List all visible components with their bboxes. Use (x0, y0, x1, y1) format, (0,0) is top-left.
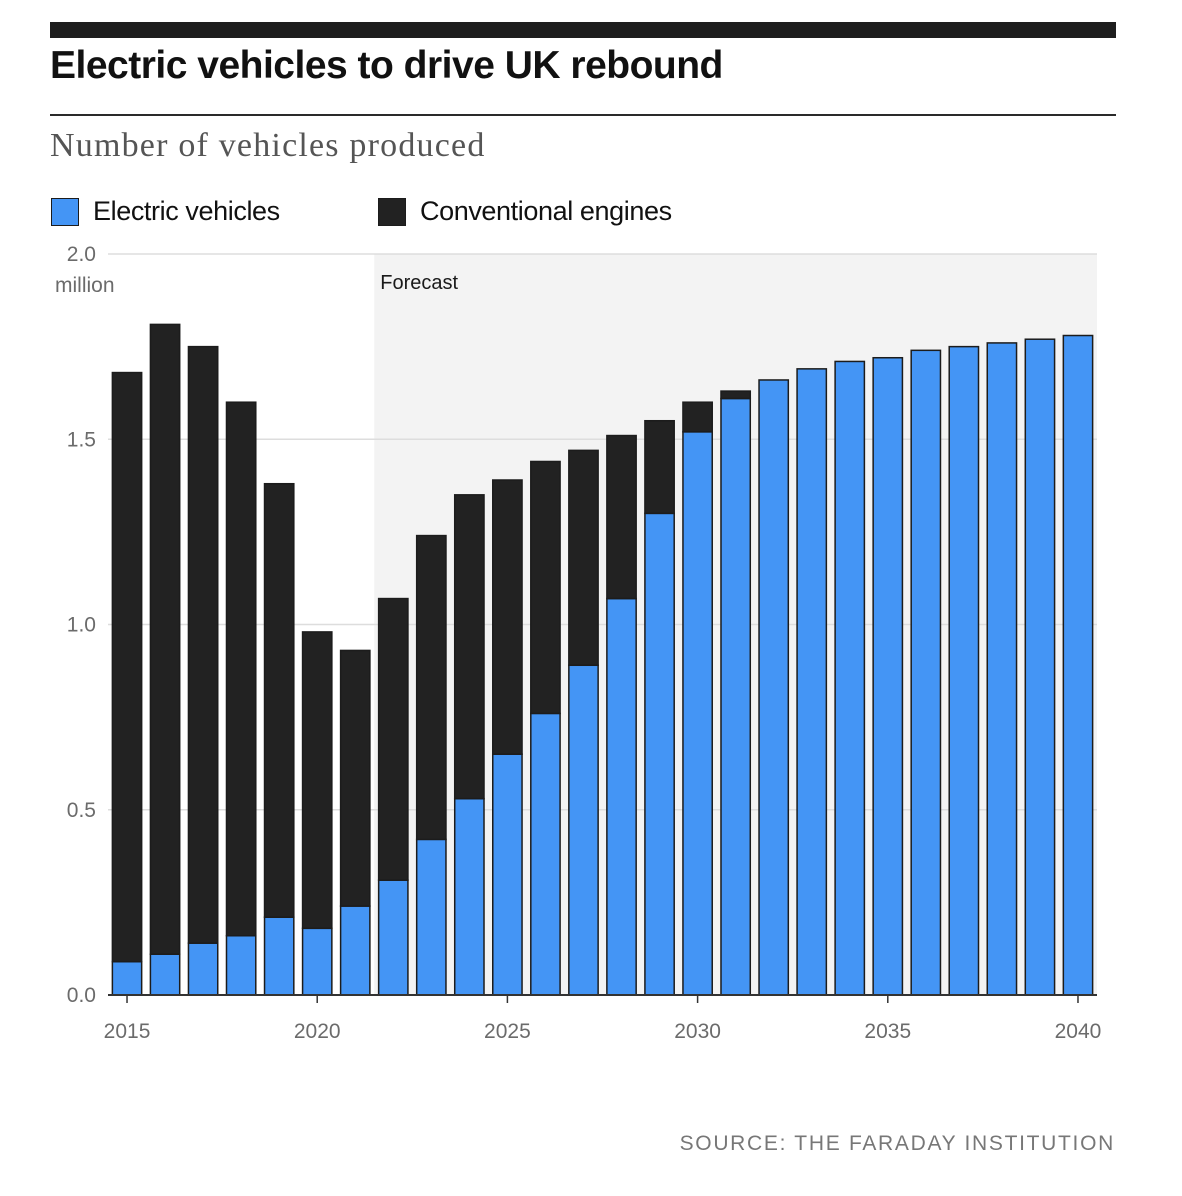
x-tick-label: 2035 (864, 1020, 911, 1043)
bar-electric-2020 (301, 927, 333, 996)
bar-electric-2034 (834, 360, 866, 996)
y-tick-label: 1.0 (67, 614, 96, 637)
y-tick-label: 0.5 (67, 799, 96, 822)
bar-conventional-2028 (606, 434, 637, 600)
bar-electric-2037 (948, 345, 980, 996)
bar-electric-2035 (872, 356, 904, 996)
header-top-rule (50, 22, 1116, 38)
bar-conventional-2027 (568, 449, 599, 667)
bar-conventional-2015 (111, 371, 143, 963)
bar-electric-2039 (1024, 338, 1056, 996)
bar-electric-2016 (149, 953, 181, 996)
bar-electric-2019 (263, 916, 295, 996)
bar-conventional-2026 (530, 460, 561, 715)
bar-electric-2022 (377, 879, 409, 996)
legend-swatch-electric (51, 198, 79, 226)
x-tick-label: 2020 (294, 1020, 341, 1043)
y-tick-label: 1.5 (67, 428, 96, 451)
bar-conventional-2022 (377, 597, 409, 881)
bar-electric-2017 (187, 942, 219, 996)
bar-electric-2038 (986, 342, 1018, 996)
bar-electric-2031 (720, 397, 752, 996)
bar-electric-2028 (606, 597, 637, 996)
legend-label-electric: Electric vehicles (93, 196, 280, 226)
bar-conventional-2020 (301, 631, 333, 930)
bar-electric-2015 (111, 960, 143, 996)
bar-electric-2029 (644, 512, 675, 996)
x-tick-label: 2015 (104, 1020, 151, 1043)
bar-electric-2030 (682, 431, 713, 996)
chart-title: Electric vehicles to drive UK rebound (50, 44, 723, 87)
x-tick-label: 2040 (1055, 1020, 1102, 1043)
bar-conventional-2024 (453, 494, 485, 800)
bar-electric-2040 (1062, 334, 1094, 996)
bar-electric-2018 (225, 934, 257, 996)
source-note: SOURCE: THE FARADAY INSTITUTION (679, 1132, 1115, 1155)
forecast-label: Forecast (380, 272, 458, 294)
bar-electric-2033 (796, 368, 828, 996)
legend-swatch-conventional (378, 198, 406, 226)
legend-label-conventional: Conventional engines (420, 196, 672, 226)
title-divider (50, 114, 1116, 116)
bar-conventional-2019 (263, 482, 295, 918)
y-tick-label: 0.0 (67, 984, 96, 1007)
x-tick-label: 2030 (674, 1020, 721, 1043)
bar-conventional-2030 (682, 401, 713, 433)
bar-conventional-2023 (415, 534, 447, 841)
chart-subtitle: Number of vehicles produced (50, 127, 486, 164)
x-tick-label: 2025 (484, 1020, 531, 1043)
bar-conventional-2017 (187, 345, 219, 944)
bar-electric-2036 (910, 349, 942, 996)
bar-electric-2023 (415, 838, 447, 996)
bar-electric-2026 (530, 712, 561, 996)
y-unit-label: million (55, 274, 115, 297)
bar-conventional-2029 (644, 419, 675, 515)
bar-electric-2025 (492, 753, 523, 996)
bar-conventional-2018 (225, 401, 257, 937)
bar-conventional-2016 (149, 323, 181, 955)
bar-conventional-2021 (339, 649, 371, 907)
bar-conventional-2025 (492, 479, 523, 755)
bar-electric-2024 (453, 797, 485, 996)
bar-electric-2032 (758, 379, 790, 996)
bar-electric-2027 (568, 664, 599, 996)
y-tick-label: 2.0 (67, 243, 96, 266)
bar-electric-2021 (339, 905, 371, 996)
bar-conventional-2031 (720, 390, 752, 400)
